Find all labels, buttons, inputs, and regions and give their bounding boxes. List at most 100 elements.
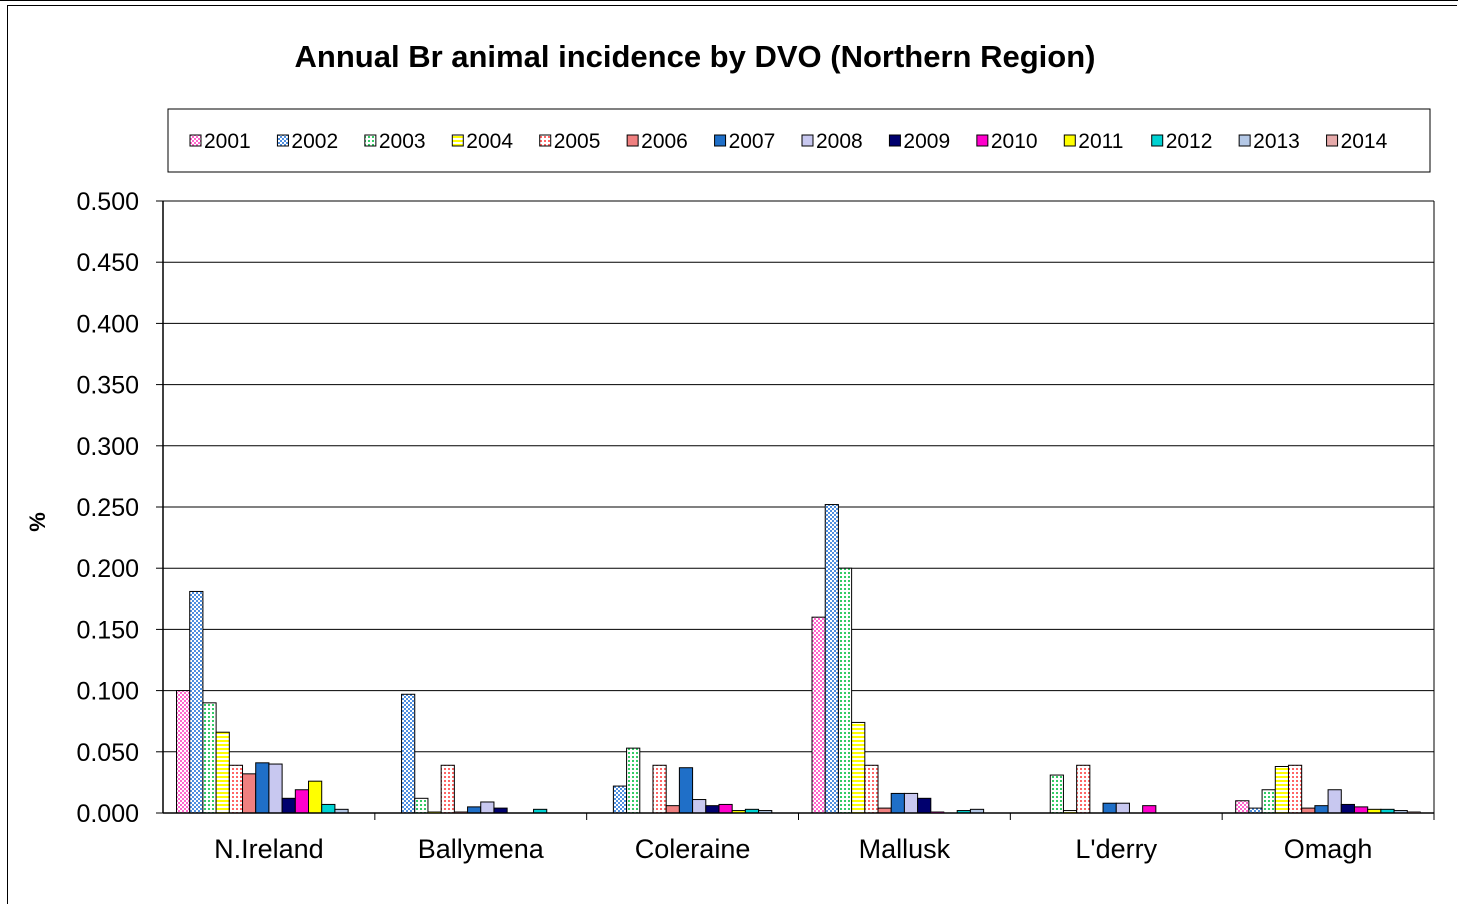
bar-2011 — [308, 780, 323, 814]
bar-2010 — [1142, 805, 1157, 814]
bar-2009 — [917, 797, 932, 814]
x-category-label: Ballymena — [418, 834, 545, 864]
x-category-label: Mallusk — [859, 834, 951, 864]
legend-label: 2001 — [204, 130, 251, 153]
bar-2003 — [1049, 774, 1064, 814]
legend-label: 2002 — [291, 130, 338, 153]
legend-swatch — [801, 134, 814, 147]
legend-swatch — [626, 134, 639, 147]
legend-label: 2007 — [729, 130, 776, 153]
legend-swatch — [189, 134, 202, 147]
bar-2004 — [1274, 765, 1289, 814]
bar-2007 — [467, 806, 482, 814]
bar-2008 — [692, 799, 707, 814]
bar-2007 — [1102, 802, 1117, 814]
bar-2005 — [1076, 764, 1091, 814]
legend-swatch — [364, 134, 377, 147]
bar-2003 — [1261, 789, 1276, 814]
bar-2006 — [242, 773, 257, 814]
bar-2009 — [1340, 803, 1355, 814]
gridlines — [163, 200, 1434, 753]
bar-2008 — [268, 763, 283, 814]
legend-swatch — [1063, 134, 1076, 147]
bar-2002 — [189, 590, 204, 814]
legend-label: 2010 — [991, 130, 1038, 153]
x-category-label: Omagh — [1284, 834, 1373, 864]
y-tick-label: 0.000 — [76, 800, 139, 828]
bar-2001 — [1235, 800, 1250, 814]
legend-box — [167, 108, 1431, 173]
legend-swatch — [888, 134, 901, 147]
legend-label: 2004 — [466, 130, 513, 153]
top-border-line — [0, 0, 1458, 1]
chart-frame — [7, 5, 1457, 904]
bar-2009 — [281, 797, 296, 814]
bar-2002 — [824, 504, 839, 814]
legend: 2001 2002 2003 2004 2005 2006 2007 2008 2009 2010… — [189, 130, 1388, 153]
bar-2008 — [903, 792, 919, 814]
legend-label: 2014 — [1341, 130, 1388, 153]
legend-label: 2003 — [379, 130, 426, 153]
legend-swatch — [1238, 134, 1251, 147]
x-category-label: Coleraine — [635, 834, 751, 864]
chart-title: Annual Br animal incidence by DVO (North… — [295, 39, 1096, 74]
legend-label: 2005 — [554, 130, 601, 153]
bar-2003 — [626, 747, 641, 814]
bar-2004 — [215, 731, 230, 814]
y-tick-label: 0.200 — [76, 555, 139, 583]
bar-2001 — [811, 616, 826, 814]
bars — [176, 504, 1421, 814]
legend-swatch — [1151, 134, 1164, 147]
bar-2003 — [414, 797, 429, 814]
legend-label: 2013 — [1253, 130, 1300, 153]
y-tick-label: 0.400 — [76, 310, 139, 338]
legend-label: 2009 — [903, 130, 950, 153]
legend-label: 2006 — [641, 130, 688, 153]
bar-2004 — [851, 721, 866, 814]
legend-swatch — [976, 134, 989, 147]
legend-swatch — [1326, 134, 1339, 147]
y-tick-label: 0.450 — [76, 249, 139, 277]
bar-2007 — [678, 767, 694, 814]
bar-2008 — [1115, 802, 1130, 814]
y-tick-label: 0.250 — [76, 494, 139, 522]
legend-swatch — [714, 134, 727, 147]
bar-2010 — [1353, 806, 1369, 814]
bar-2005 — [440, 764, 455, 814]
bar-2001 — [176, 690, 191, 814]
bar-2005 — [228, 764, 244, 814]
x-category-label: L'derry — [1075, 834, 1157, 864]
y-tick-label: 0.300 — [76, 433, 139, 461]
legend-label: 2011 — [1078, 130, 1123, 153]
x-axis-categories: N.Ireland Ballymena Coleraine Mallusk L'derr… — [214, 834, 1372, 864]
bar-2002 — [401, 693, 416, 814]
y-tick-label: 0.050 — [76, 739, 139, 767]
y-axis-ticks: 0.000 0.050 0.100 0.150 0.200 0.250 0.300 0.350… — [76, 188, 163, 828]
bar-2009 — [705, 805, 720, 814]
bar-2012 — [321, 803, 336, 814]
bar-2007 — [890, 792, 905, 814]
legend-swatch — [276, 134, 289, 147]
legend-label: 2012 — [1166, 130, 1213, 153]
bar-2003 — [837, 567, 853, 814]
bar-2010 — [294, 789, 310, 814]
y-tick-label: 0.350 — [76, 372, 139, 400]
bar-2005 — [864, 764, 879, 814]
bar-2005 — [652, 764, 667, 814]
bar-2008 — [480, 801, 495, 814]
x-category-label: N.Ireland — [214, 834, 324, 864]
bar-2007 — [255, 762, 270, 814]
bar-2008 — [1327, 789, 1342, 814]
bar-2010 — [718, 803, 733, 814]
legend-label: 2008 — [816, 130, 863, 153]
y-tick-label: 0.100 — [76, 678, 139, 706]
y-tick-label: 0.500 — [76, 188, 139, 216]
bar-2003 — [202, 702, 217, 814]
y-tick-label: 0.150 — [76, 616, 139, 644]
bar-2007 — [1314, 805, 1329, 814]
axes — [162, 201, 1435, 820]
bar-2006 — [665, 805, 680, 814]
bar-2005 — [1287, 764, 1303, 814]
bar-2002 — [612, 785, 628, 814]
